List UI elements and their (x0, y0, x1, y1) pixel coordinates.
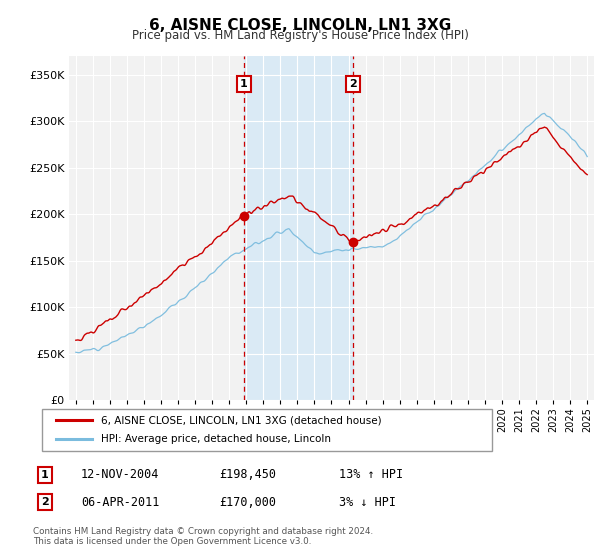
Text: 12-NOV-2004: 12-NOV-2004 (81, 468, 160, 482)
Bar (244, 56, 353, 400)
Text: 1: 1 (41, 470, 49, 480)
Text: 6, AISNE CLOSE, LINCOLN, LN1 3XG: 6, AISNE CLOSE, LINCOLN, LN1 3XG (149, 18, 451, 33)
Text: £198,450: £198,450 (219, 468, 276, 482)
Text: 2: 2 (349, 79, 357, 89)
Text: 13% ↑ HPI: 13% ↑ HPI (339, 468, 403, 482)
Text: 06-APR-2011: 06-APR-2011 (81, 496, 160, 509)
Text: 2: 2 (41, 497, 49, 507)
Text: HPI: Average price, detached house, Lincoln: HPI: Average price, detached house, Linc… (101, 435, 331, 445)
Text: 1: 1 (240, 79, 248, 89)
Text: This data is licensed under the Open Government Licence v3.0.: This data is licensed under the Open Gov… (33, 537, 311, 546)
Text: Contains HM Land Registry data © Crown copyright and database right 2024.: Contains HM Land Registry data © Crown c… (33, 528, 373, 536)
Text: £170,000: £170,000 (219, 496, 276, 509)
FancyBboxPatch shape (42, 409, 492, 451)
Text: 3% ↓ HPI: 3% ↓ HPI (339, 496, 396, 509)
Text: Price paid vs. HM Land Registry's House Price Index (HPI): Price paid vs. HM Land Registry's House … (131, 29, 469, 42)
Text: 6, AISNE CLOSE, LINCOLN, LN1 3XG (detached house): 6, AISNE CLOSE, LINCOLN, LN1 3XG (detach… (101, 415, 381, 425)
